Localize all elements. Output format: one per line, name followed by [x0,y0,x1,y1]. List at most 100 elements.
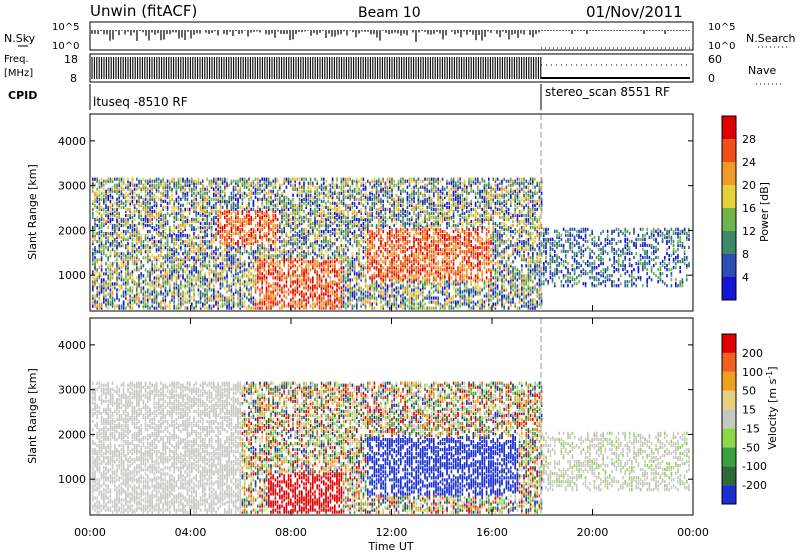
radar-cell [187,307,189,310]
radar-cell [319,254,321,257]
radar-cell [264,258,266,261]
radar-cell [266,270,268,273]
radar-cell [233,238,235,241]
radar-cell [167,212,169,215]
radar-cell [345,307,347,310]
radar-cell [116,258,118,261]
radar-cell [268,206,270,209]
radar-cell [114,238,116,241]
radar-cell [213,240,215,243]
radar-cell [182,230,184,233]
radar-cell [162,224,164,227]
radar-cell [286,284,288,287]
radar-cell [114,224,116,227]
radar-cell [156,228,158,231]
radar-cell [112,232,114,235]
radar-cell [209,180,211,183]
radar-cell [345,280,347,283]
radar-cell [132,307,134,310]
radar-cell [308,276,310,279]
radar-cell [327,212,329,215]
radar-cell [105,286,107,289]
radar-cell [147,198,149,201]
radar-cell [277,282,279,285]
radar-cell [105,180,107,183]
radar-cell [257,256,259,259]
radar-cell [200,305,202,308]
radar-cell [239,286,241,289]
radar-cell [275,262,277,265]
radar-cell [92,212,94,215]
radar-cell [173,200,175,203]
radar-cell [169,282,171,285]
radar-cell [169,180,171,183]
radar-cell [279,184,281,187]
radar-cell [288,214,290,217]
radar-cell [149,256,151,259]
radar-cell [308,264,310,267]
radar-cell [121,232,123,235]
radar-cell [253,186,255,189]
radar-cell [222,178,224,181]
radar-cell [308,284,310,287]
radar-cell [343,190,345,193]
radar-cell [275,294,277,297]
radar-cell [154,286,156,289]
radar-cell [127,214,129,217]
radar-cell [321,296,323,299]
radar-cell [202,302,204,305]
radar-cell [323,196,325,199]
freq-label: Freq. [4,54,29,65]
radar-cell [259,244,261,247]
radar-cell [257,198,259,201]
radar-cell [316,254,318,257]
radar-cell [99,266,101,269]
radar-cell [323,292,325,295]
radar-cell [191,188,193,191]
radar-cell [99,198,101,201]
radar-cell [365,284,367,287]
radar-cell [154,180,156,183]
radar-cell [283,218,285,221]
radar-cell [365,294,367,297]
radar-cell [158,190,160,193]
radar-cell [303,282,305,285]
radar-cell [151,246,153,249]
radar-cell [209,296,211,299]
radar-cell [114,208,116,211]
radar-cell [319,212,321,215]
radar-cell [360,302,362,305]
radar-cell [345,286,347,289]
radar-cell [180,292,182,295]
radar-cell [187,264,189,267]
radar-cell [325,202,327,205]
radar-cell [288,240,290,243]
radar-cell [156,196,158,199]
radar-cell [358,248,360,251]
radar-cell [200,258,202,261]
radar-cell [316,270,318,273]
radar-cell [297,238,299,241]
radar-cell [336,232,338,235]
radar-cell [103,244,105,247]
radar-cell [347,178,349,181]
radar-cell [198,244,200,247]
radar-cell [272,208,274,211]
radar-cell [283,224,285,227]
radar-cell [198,254,200,257]
radar-cell [149,178,151,181]
radar-cell [154,184,156,187]
radar-cell [96,300,98,303]
radar-cell [365,238,367,241]
radar-cell [277,300,279,303]
radar-cell [200,222,202,225]
radar-cell [261,190,263,193]
radar-cell [127,218,129,221]
radar-cell [286,296,288,299]
radar-cell [121,252,123,255]
radar-cell [224,186,226,189]
radar-cell [231,204,233,207]
radar-cell [248,210,250,213]
radar-cell [336,305,338,308]
radar-cell [248,230,250,233]
